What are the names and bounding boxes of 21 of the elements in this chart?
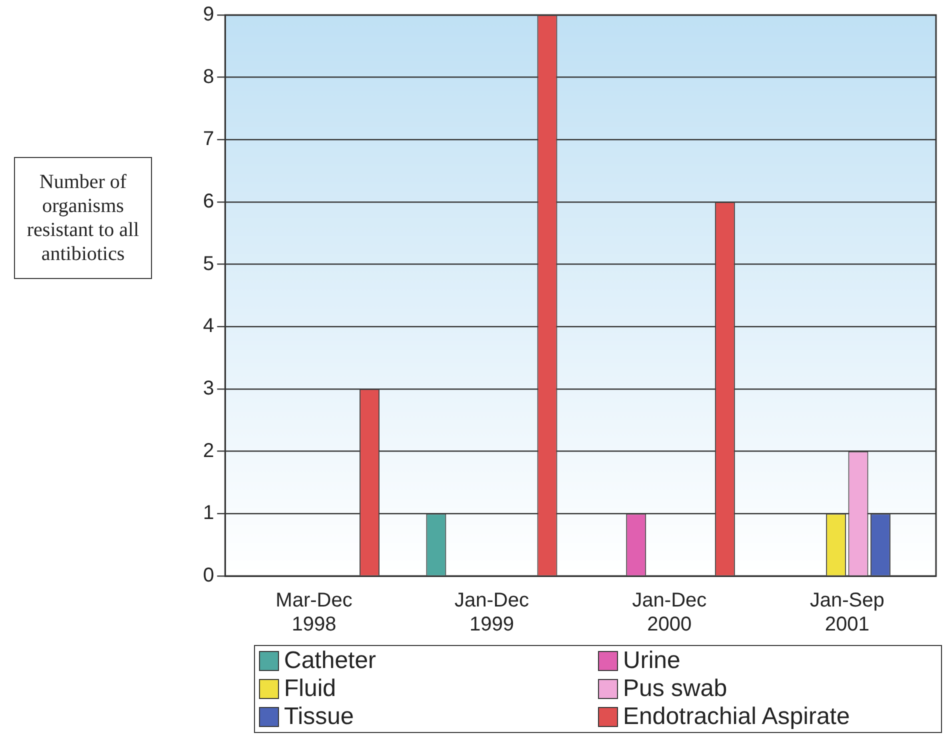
legend-label: Endotrachial Aspirate — [623, 703, 850, 731]
y-tick-label: 9 — [203, 4, 214, 26]
y-tick-label: 2 — [203, 440, 214, 462]
y-tick-label: 4 — [203, 315, 214, 338]
legend-label: Urine — [623, 647, 680, 675]
legend-label: Catheter — [284, 647, 376, 675]
y-tick-label: 8 — [203, 66, 214, 88]
y-tick-label: 1 — [203, 502, 214, 524]
legend-label: Pus swab — [623, 675, 728, 703]
y-tick-label: 7 — [203, 128, 214, 150]
x-tick-label: Jan-Dec 1999 — [454, 590, 529, 636]
x-tick-label: Jan-Dec 2000 — [632, 590, 707, 636]
legend-label: Fluid — [284, 675, 336, 703]
y-tick-label: 0 — [203, 564, 214, 587]
legend-label: Tissue — [284, 703, 354, 731]
x-tick-label: Jan-Sep 2001 — [810, 590, 884, 636]
y-tick-label: 3 — [203, 378, 214, 400]
y-axis-title: Number of organisms resistant to all antibiotics — [14, 157, 152, 279]
x-tick-label: Mar-Dec 1998 — [276, 590, 352, 636]
y-tick-label: 6 — [203, 190, 214, 213]
y-tick-label: 5 — [203, 252, 214, 275]
